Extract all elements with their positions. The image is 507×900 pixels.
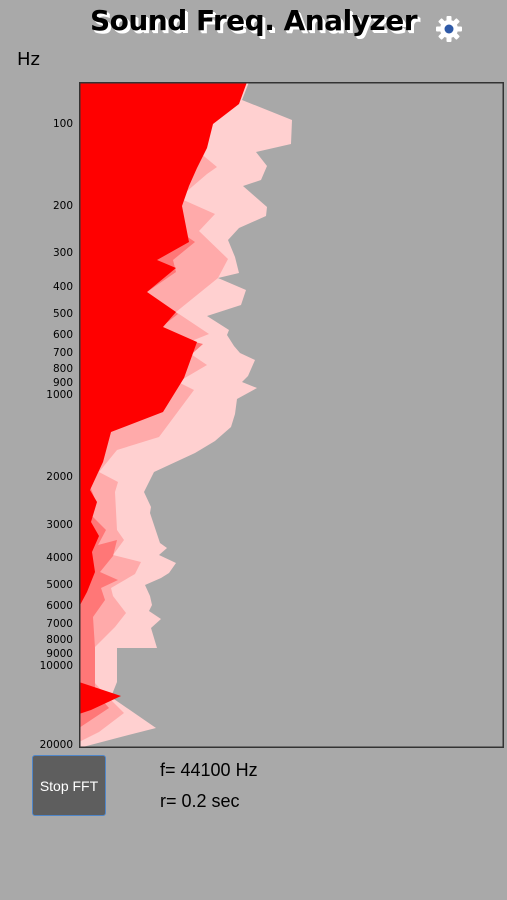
stop-fft-button[interactable]: Stop FFT: [32, 755, 106, 816]
tick-label: 2000: [46, 470, 73, 483]
gear-icon: [436, 16, 462, 42]
plot-frame: [79, 82, 504, 748]
tick-label: 10000: [39, 660, 73, 673]
tick-label: 700: [52, 347, 73, 360]
tick-label: 5000: [46, 578, 73, 591]
tick-label: 400: [52, 281, 73, 294]
tick-label: 200: [52, 199, 73, 212]
tick-label: 800: [52, 362, 73, 375]
tick-label: 300: [52, 247, 73, 260]
sample-rate-text: f= 44100 Hz: [160, 760, 258, 780]
tick-label: 3000: [46, 518, 73, 531]
tick-label: 7000: [46, 618, 73, 631]
tick-label: 500: [52, 307, 73, 320]
tick-label: 600: [52, 329, 73, 342]
settings-button[interactable]: [434, 14, 464, 44]
tick-label: 20000: [39, 739, 73, 751]
tick-label: 1000: [46, 389, 73, 402]
tick-label: 900: [52, 376, 73, 389]
refresh-rate-text: r= 0.2 sec: [160, 791, 240, 811]
tick-label: 8000: [46, 634, 73, 647]
spectrum-current: [79, 82, 247, 607]
tick-label: 4000: [46, 552, 73, 565]
app-title: Sound Freq. Analyzer: [89, 4, 418, 37]
spectrum-plot: [79, 82, 504, 748]
axis-unit-label: Hz: [17, 49, 40, 70]
tick-label: 100: [52, 118, 73, 130]
tick-label: 6000: [46, 600, 73, 613]
tick-label: 9000: [46, 647, 73, 660]
spectrum-current-high: [79, 682, 121, 714]
